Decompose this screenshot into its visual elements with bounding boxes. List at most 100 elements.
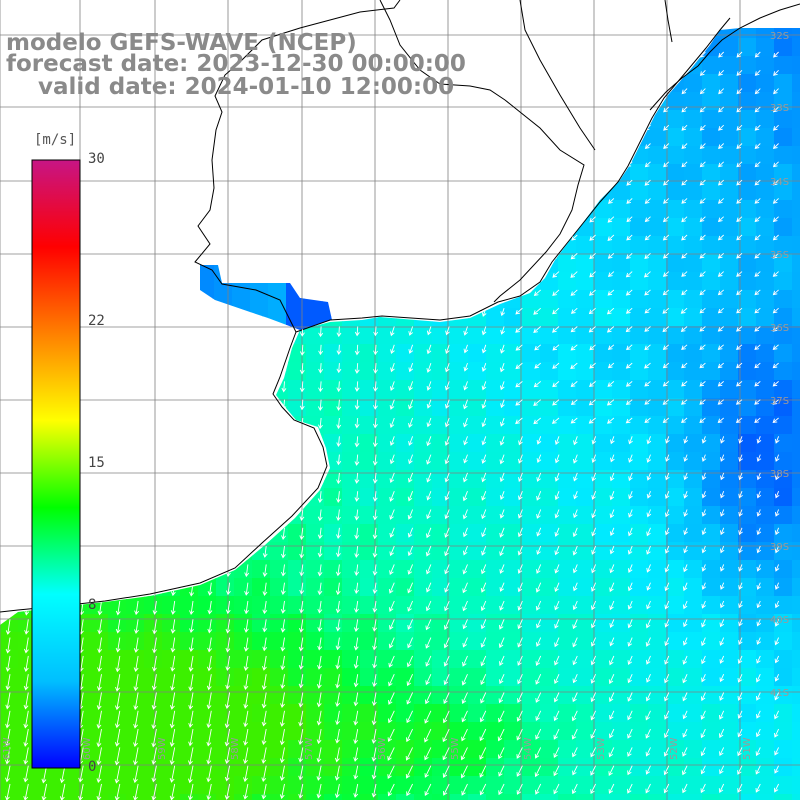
wind-vector-icon — [7, 161, 13, 174]
wind-vector-icon — [245, 271, 250, 283]
wind-vector-icon — [243, 765, 249, 783]
wind-vector-icon — [389, 545, 395, 557]
latitude-label: 37S — [770, 396, 789, 407]
wind-vector-icon — [700, 747, 706, 757]
wind-vector-icon — [300, 289, 305, 301]
wind-vector-icon — [171, 271, 177, 283]
wind-vector-icon — [189, 509, 195, 523]
wind-vector-icon — [372, 546, 378, 558]
wind-vector-icon — [699, 179, 706, 186]
wind-vector-icon — [444, 381, 450, 391]
wind-vector-icon — [23, 674, 29, 691]
wind-vector-icon — [244, 509, 250, 522]
wind-vector-icon — [626, 143, 633, 150]
wind-vector-icon — [207, 619, 213, 634]
wind-vector-icon — [663, 783, 670, 794]
wind-vector-icon — [533, 289, 541, 296]
colorbar-tick-label: 8 — [88, 596, 97, 613]
wind-vector-icon — [389, 326, 395, 337]
wind-vector-icon — [23, 637, 29, 654]
wind-vector-icon — [717, 344, 724, 350]
wind-vector-icon — [6, 472, 12, 487]
wind-vector-icon — [408, 308, 414, 318]
wind-vector-icon — [189, 619, 194, 634]
wind-vector-icon — [627, 710, 633, 721]
wind-vector-icon — [98, 363, 104, 376]
wind-vector-icon — [134, 509, 140, 523]
wind-vector-icon — [463, 399, 468, 410]
wind-vector-icon — [336, 216, 342, 227]
wind-vector-icon — [479, 747, 487, 760]
wind-vector-icon — [444, 436, 450, 446]
wind-vector-icon — [80, 216, 86, 228]
wind-vector-icon — [261, 729, 267, 746]
wind-vector-icon — [572, 454, 578, 464]
wind-vector-icon — [756, 454, 762, 462]
wind-vector-icon — [425, 600, 432, 612]
wind-vector-icon — [208, 436, 213, 449]
wind-vector-icon — [24, 509, 30, 524]
wind-vector-icon — [318, 198, 324, 209]
wind-vector-icon — [336, 509, 341, 522]
wind-vector-icon — [627, 527, 633, 537]
wind-vector-icon — [281, 472, 287, 485]
wind-vector-icon — [172, 234, 177, 247]
wind-vector-icon — [479, 765, 487, 778]
wind-vector-icon — [407, 600, 414, 612]
wind-vector-icon — [41, 765, 48, 784]
wind-vector-icon — [426, 582, 432, 593]
wind-vector-icon — [373, 289, 379, 300]
wind-vector-icon — [500, 216, 506, 225]
wind-vector-icon — [499, 527, 505, 538]
wind-vector-icon — [80, 161, 86, 174]
wind-vector-icon — [135, 308, 141, 321]
wind-vector-icon — [442, 747, 450, 761]
wind-vector-icon — [736, 143, 743, 150]
wind-vector-icon — [553, 710, 560, 722]
wind-vector-icon — [644, 198, 651, 204]
longitude-label: 54W — [523, 737, 534, 760]
wind-vector-icon — [754, 198, 761, 204]
wind-vector-icon — [24, 582, 30, 597]
wind-vector-icon — [424, 728, 432, 743]
wind-vector-icon — [262, 582, 268, 596]
wind-vector-icon — [224, 747, 231, 765]
wind-vector-icon — [756, 655, 761, 664]
wind-vector-icon — [627, 783, 633, 794]
wind-vector-icon — [645, 783, 651, 794]
wind-vector-icon — [408, 271, 414, 281]
wind-vector-icon — [263, 161, 269, 172]
wind-vector-icon — [426, 344, 432, 355]
wind-vector-icon — [424, 710, 432, 724]
wind-vector-icon — [699, 417, 706, 424]
wind-vector-icon — [7, 106, 13, 119]
wind-vector-icon — [316, 783, 322, 799]
wind-vector-icon — [207, 600, 213, 615]
wind-vector-icon — [444, 545, 450, 557]
wind-vector-icon — [644, 417, 651, 424]
wind-vector-icon — [517, 564, 523, 574]
wind-vector-icon — [263, 106, 269, 117]
wind-vector-icon — [318, 381, 323, 393]
wind-vector-icon — [590, 69, 596, 76]
wind-vector-icon — [682, 637, 688, 646]
wind-vector-icon — [262, 527, 268, 540]
wind-vector-icon — [515, 381, 523, 388]
wind-vector-icon — [774, 692, 780, 701]
wind-vector-icon — [772, 161, 779, 168]
wind-vector-icon — [481, 362, 487, 372]
wind-vector-icon — [516, 51, 523, 58]
wind-vector-icon — [408, 161, 414, 171]
wind-vector-icon — [116, 417, 122, 431]
wind-vector-icon — [225, 546, 231, 560]
wind-vector-icon — [98, 491, 103, 505]
wind-vector-icon — [720, 509, 725, 517]
wind-vector-icon — [7, 180, 13, 193]
wind-vector-icon — [98, 198, 104, 210]
wind-vector-icon — [117, 234, 122, 247]
wind-vector-icon — [701, 582, 707, 590]
wind-vector-icon — [207, 509, 213, 522]
wind-vector-icon — [152, 509, 158, 523]
wind-vector-icon — [663, 69, 670, 76]
wind-vector-icon — [699, 362, 706, 369]
